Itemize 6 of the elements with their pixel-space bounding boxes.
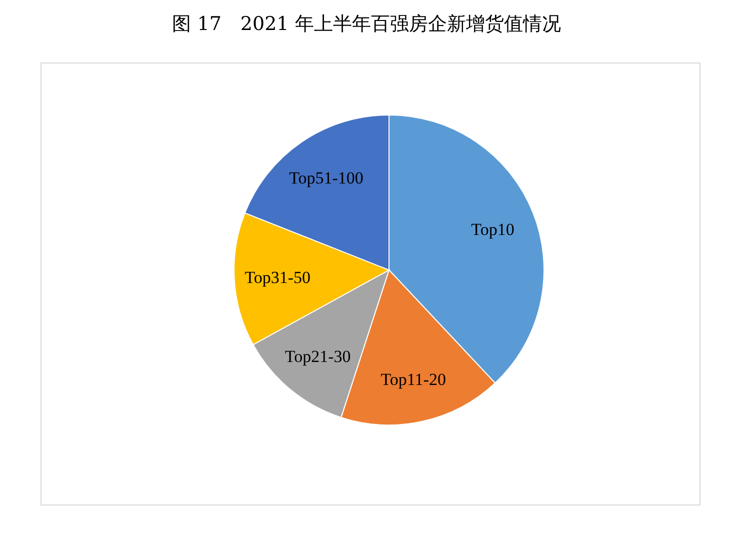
slice-label: Top10: [471, 220, 514, 239]
slice-label: Top51-100: [289, 168, 364, 188]
slice-label: Top31-50: [244, 268, 311, 288]
slice-label: Top21-30: [284, 346, 351, 366]
slice-label: Top11-20: [380, 370, 446, 389]
chart-title: 图 17 2021 年上半年百强房企新增货值情况: [172, 13, 561, 35]
